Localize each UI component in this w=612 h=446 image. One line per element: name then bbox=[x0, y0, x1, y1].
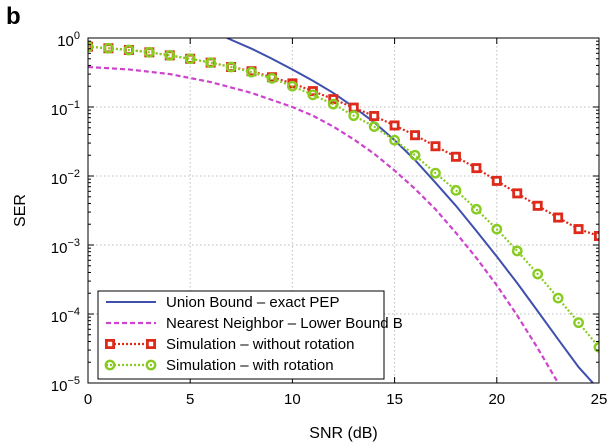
series-3-point bbox=[185, 53, 196, 64]
series-3-point bbox=[512, 188, 523, 199]
series-3-legend-marker bbox=[146, 339, 156, 349]
marker-hole bbox=[494, 178, 499, 184]
marker-hole bbox=[453, 154, 459, 159]
marker-hole bbox=[392, 123, 397, 128]
series-4-point bbox=[552, 292, 564, 304]
series-4-point bbox=[286, 80, 298, 92]
series-3-point bbox=[491, 175, 502, 186]
series-1-legend-label: Union Bound – exact PEP bbox=[166, 294, 339, 311]
series-4-point bbox=[368, 121, 380, 132]
marker-hole bbox=[596, 233, 599, 239]
series-3-point bbox=[287, 78, 298, 89]
series-4-point bbox=[348, 110, 360, 122]
series-2-legend-label: Nearest Neighbor – Lower Bound B bbox=[166, 315, 403, 332]
series-4-point bbox=[103, 42, 114, 54]
axis-ticks: 0 5 10 15 20 25 100 10−1 10−2 10−3 10−4 10−5 bbox=[51, 30, 608, 408]
marker-hole bbox=[555, 215, 561, 220]
marker-body bbox=[88, 41, 93, 52]
series-3-point bbox=[266, 72, 277, 83]
y-tick-label: 10−1 bbox=[51, 99, 80, 119]
x-tick-label: 25 bbox=[591, 391, 608, 408]
series-3-point bbox=[430, 141, 441, 152]
series-4-point bbox=[143, 46, 155, 58]
series-4-point bbox=[430, 167, 441, 179]
y-tick-label: 100 bbox=[57, 30, 80, 50]
series-2-line bbox=[88, 65, 560, 383]
series-3-point bbox=[594, 231, 599, 242]
series-4-legend-label: Simulation – with rotation bbox=[166, 357, 334, 374]
marker-hole bbox=[535, 203, 540, 208]
x-axis-title: SNR (dB) bbox=[309, 425, 377, 442]
series-4-point bbox=[307, 89, 319, 101]
panel-label: b bbox=[6, 3, 21, 30]
series-3-point bbox=[389, 120, 400, 131]
y-tick-label: 10−2 bbox=[51, 168, 80, 188]
series-4-point bbox=[532, 268, 544, 280]
series-4-point bbox=[389, 134, 400, 146]
y-tick-label: 10−3 bbox=[51, 237, 80, 257]
series-4-point bbox=[409, 149, 421, 161]
series-4-point bbox=[450, 184, 462, 196]
series-4-point bbox=[246, 66, 257, 78]
marker-hole bbox=[371, 113, 377, 119]
series-4-point bbox=[470, 203, 482, 215]
x-tick-label: 15 bbox=[386, 391, 403, 408]
series-4-legend-marker bbox=[104, 359, 116, 371]
marker-hole bbox=[576, 226, 581, 232]
marker-hole bbox=[290, 81, 295, 86]
series-4-point bbox=[573, 317, 584, 329]
marker-body bbox=[594, 231, 599, 242]
x-tick-label: 0 bbox=[84, 391, 92, 408]
series-3-point bbox=[348, 102, 359, 113]
legend-box bbox=[97, 290, 385, 380]
series-3-point bbox=[573, 224, 584, 235]
x-tick-label: 20 bbox=[488, 391, 505, 408]
x-tick-label: 10 bbox=[284, 391, 301, 408]
series-3-point bbox=[205, 57, 216, 68]
x-tick-label: 5 bbox=[186, 391, 194, 408]
series-4-point bbox=[184, 53, 196, 65]
y-axis-title: SER bbox=[12, 194, 29, 227]
marker-hole bbox=[188, 56, 193, 61]
series-4-point bbox=[225, 61, 237, 73]
marker-hole bbox=[515, 191, 520, 196]
marker-hole bbox=[433, 144, 438, 149]
series-4-point bbox=[123, 44, 135, 56]
series-4-legend-marker bbox=[145, 359, 157, 371]
marker-hole bbox=[351, 105, 356, 110]
marker-hole bbox=[148, 341, 154, 347]
series-3-point bbox=[553, 212, 564, 223]
marker-hole bbox=[269, 75, 275, 80]
series-4-point bbox=[327, 98, 339, 110]
series-4-point bbox=[205, 57, 217, 69]
marker-hole bbox=[167, 53, 172, 58]
marker-hole bbox=[208, 60, 213, 65]
series-3-point bbox=[369, 111, 380, 122]
series-3-legend-label: Simulation – without rotation bbox=[166, 336, 354, 353]
y-tick-label: 10−5 bbox=[51, 375, 80, 395]
series-3-point bbox=[410, 130, 421, 141]
series-4-point bbox=[511, 245, 523, 257]
series-layer bbox=[88, 38, 599, 383]
marker-hole bbox=[412, 133, 418, 138]
series-3-line bbox=[88, 45, 599, 238]
marker-hole bbox=[107, 341, 113, 347]
y-tick-label: 10−4 bbox=[51, 306, 80, 326]
series-3-legend-marker bbox=[105, 339, 115, 349]
series-4-point bbox=[491, 223, 503, 235]
series-3-point bbox=[450, 151, 461, 162]
series-4-point bbox=[266, 72, 278, 84]
series-3-point bbox=[532, 200, 543, 211]
series-4-point bbox=[164, 49, 176, 61]
series-3-point bbox=[164, 50, 175, 61]
series-3-point bbox=[471, 163, 482, 174]
marker-hole bbox=[474, 165, 479, 171]
plot-frame bbox=[87, 37, 600, 384]
legend: Union Bound – exact PEP Nearest Neighbor … bbox=[97, 290, 403, 380]
